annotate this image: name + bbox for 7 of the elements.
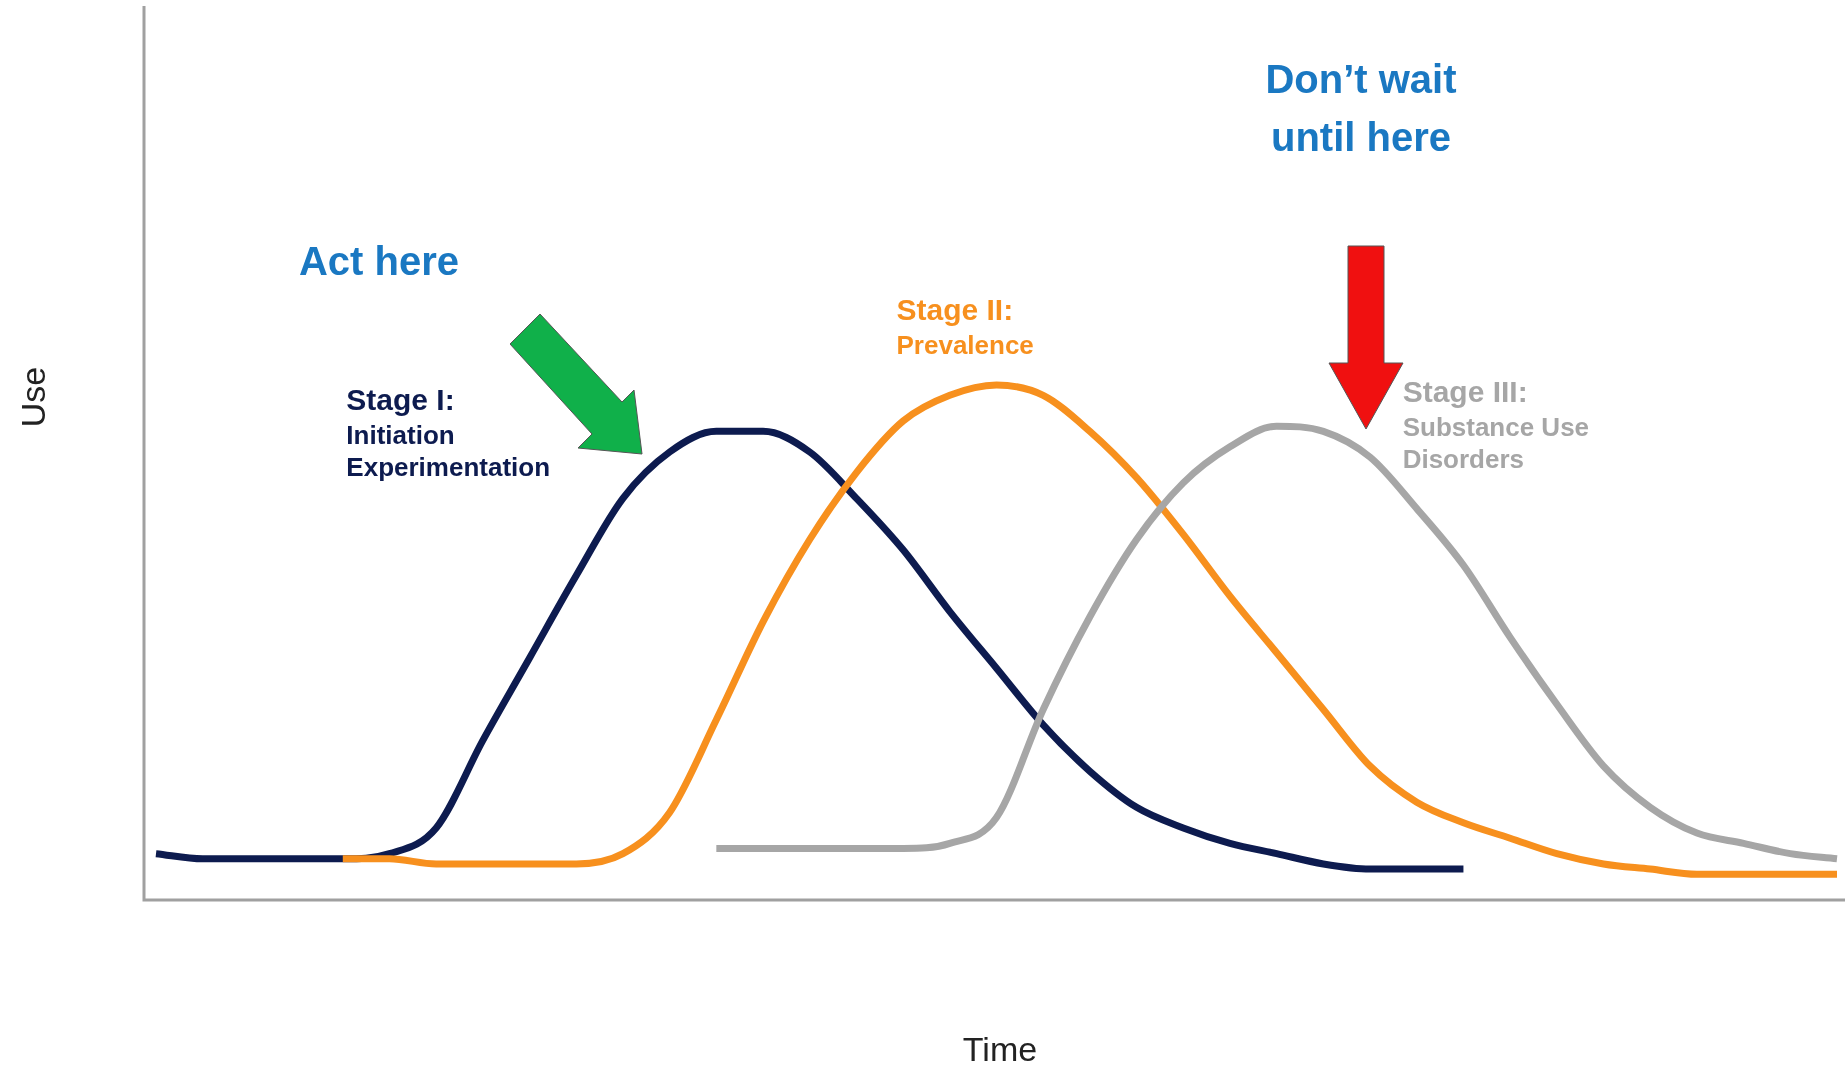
y-axis-title: Use <box>13 366 53 428</box>
text: Don’t wait until here <box>1264 56 1458 161</box>
text: Act here <box>297 238 461 285</box>
series-label: Stage III: Substance Use Disorders <box>1402 374 1591 476</box>
text: Stage I: Initiation Experimentation <box>346 382 552 484</box>
x-axis-title: Time <box>962 1030 1038 1069</box>
series-label: Stage II: Prevalence <box>896 292 1035 362</box>
